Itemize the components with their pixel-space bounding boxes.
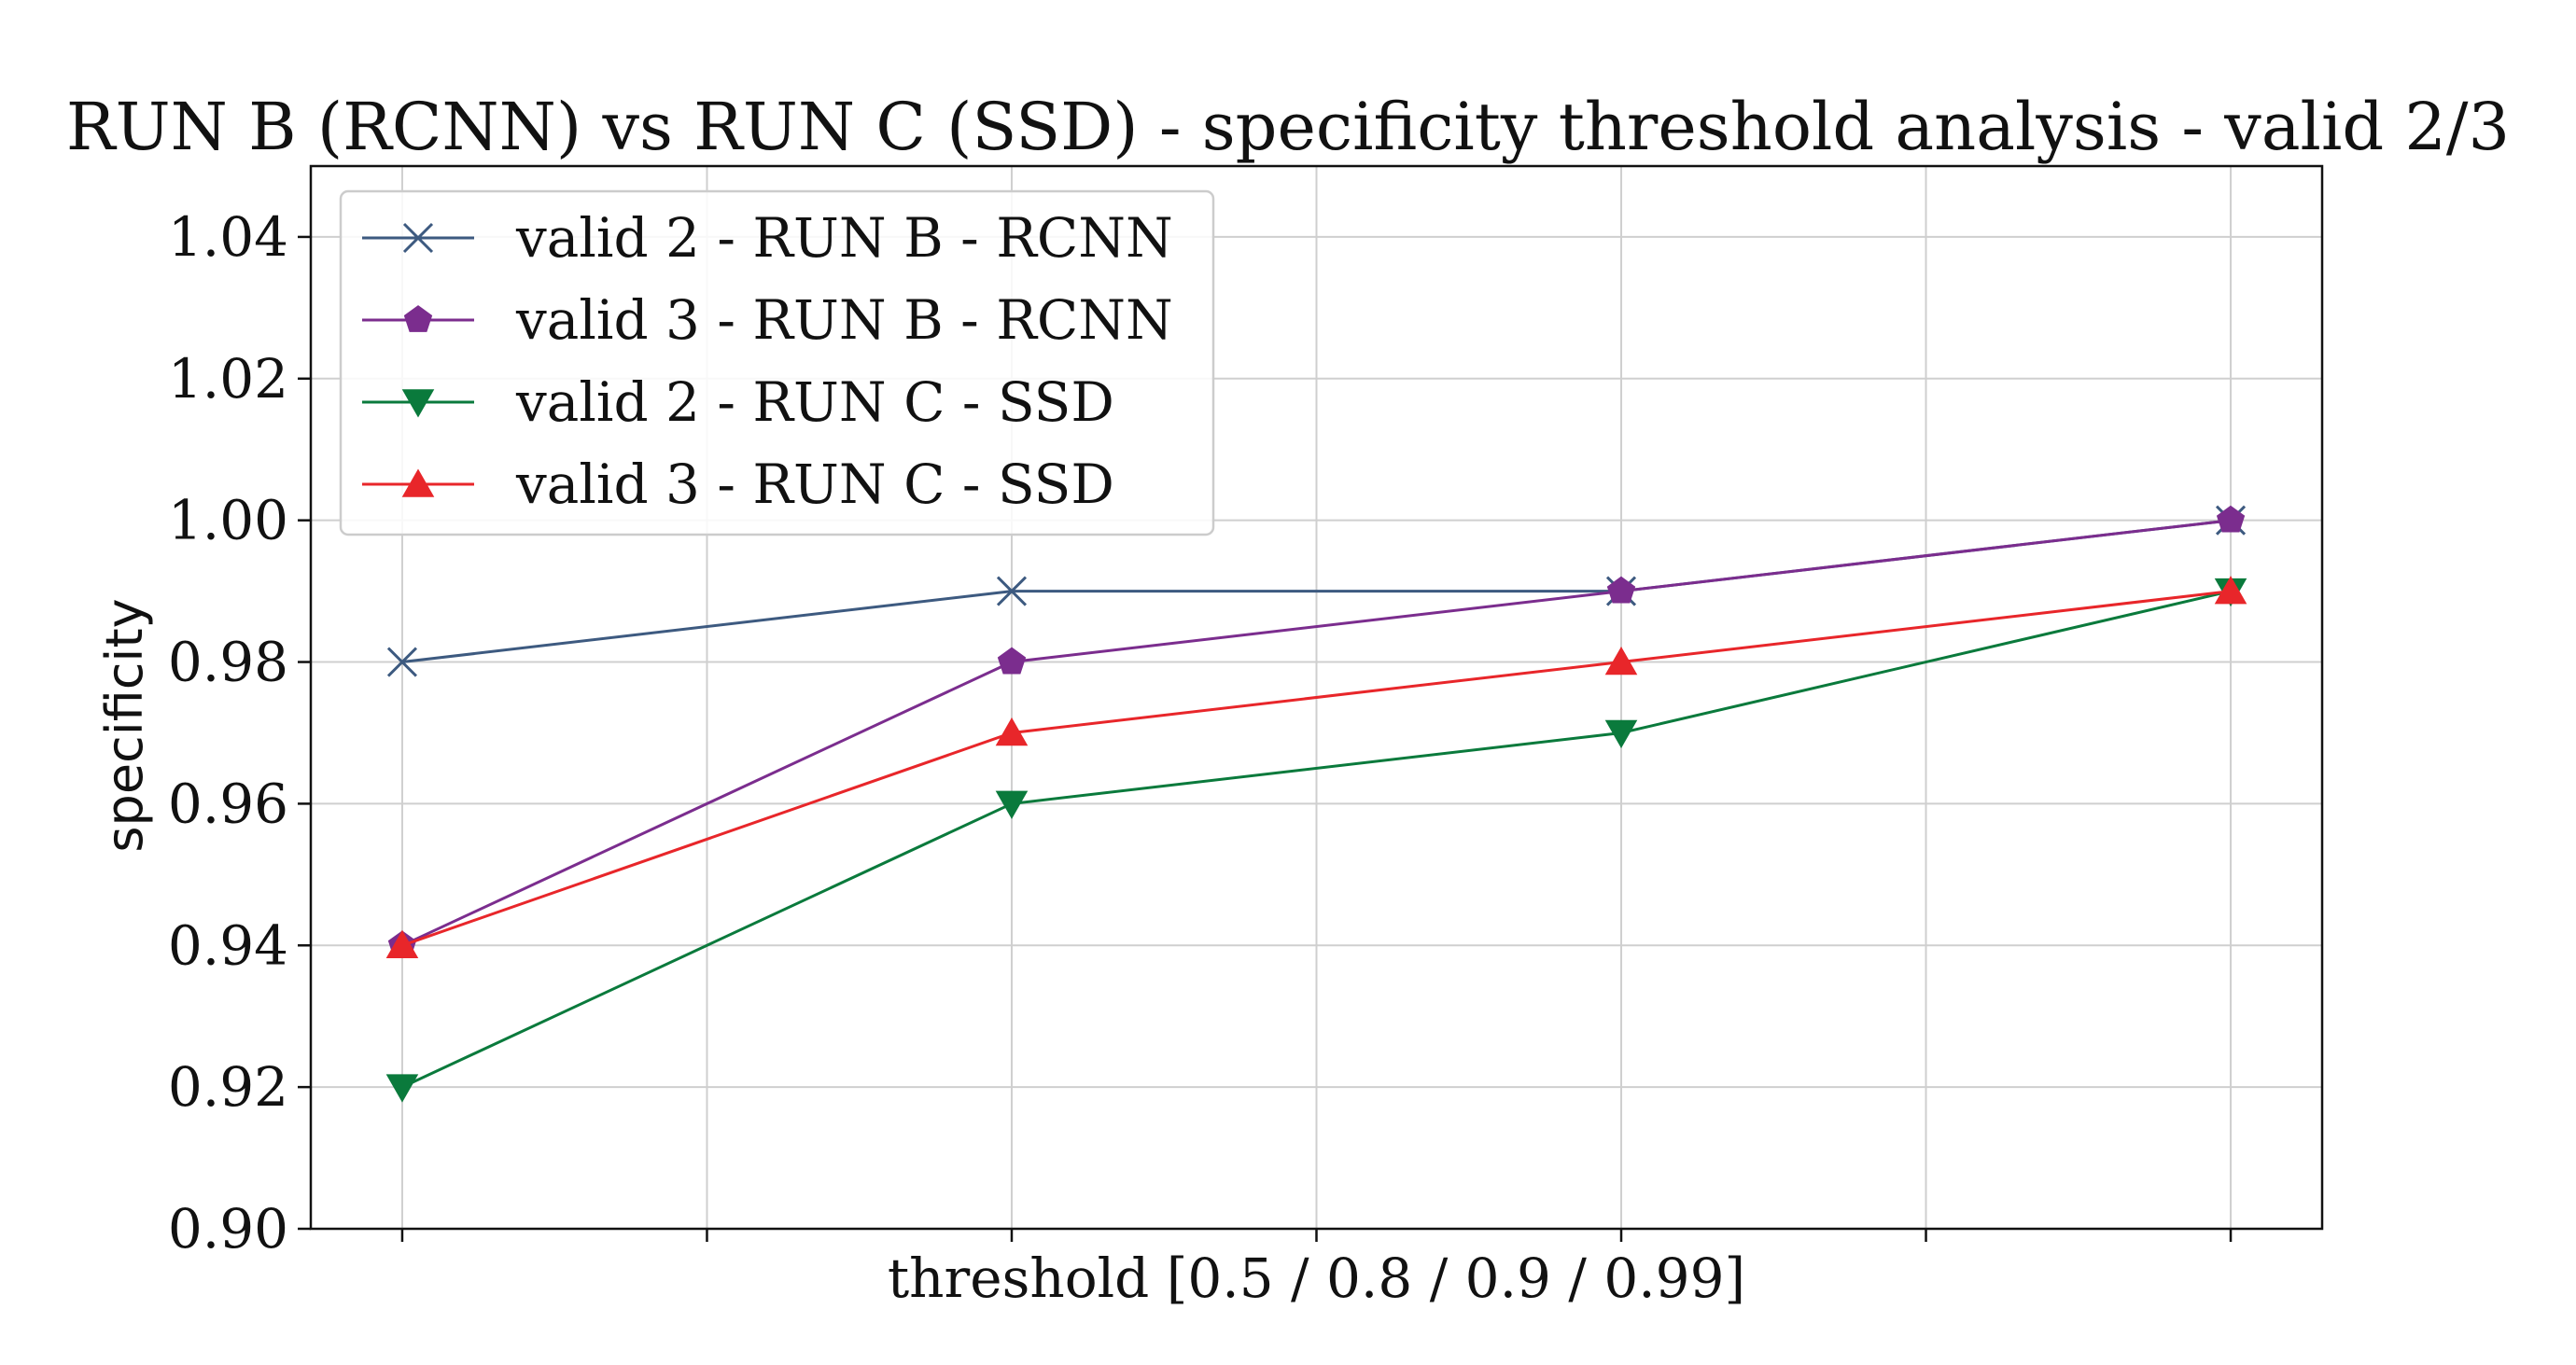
series-line — [401, 590, 2232, 947]
y-tick-label: 0.98 — [168, 631, 288, 694]
y-tick-label: 0.92 — [168, 1055, 288, 1119]
data-point — [385, 1074, 419, 1103]
y-tick-label: 1.04 — [168, 205, 288, 269]
series-line — [401, 590, 2232, 1089]
legend-item: valid 2 - RUN C - SSD — [362, 370, 1114, 434]
axis-ticks: 0.90 0.92 0.94 0.96 0.98 1.00 1.02 1.04 — [168, 205, 2233, 1261]
data-point — [385, 929, 419, 959]
data-point — [1606, 576, 1636, 604]
legend-box — [339, 189, 1215, 536]
data-point — [996, 576, 1028, 606]
data-point — [386, 647, 418, 677]
series-line — [401, 519, 2232, 947]
data-point — [997, 647, 1027, 675]
data-point — [995, 717, 1029, 746]
y-tick-label: 0.96 — [168, 772, 288, 835]
series-2 — [387, 505, 2246, 958]
x-axis-label: threshold [0.5 / 0.8 / 0.9 / 0.99] — [888, 1247, 1745, 1310]
legend-marker — [401, 468, 435, 497]
legend-label: valid 2 - RUN B - RCNN — [515, 206, 1173, 270]
y-tick-label: 1.00 — [168, 489, 288, 552]
y-axis-label: specificity — [95, 598, 154, 852]
y-tick-label: 1.02 — [168, 347, 288, 411]
data-point — [2214, 576, 2247, 605]
legend-marker — [401, 389, 435, 418]
y-tick-label: 0.94 — [168, 913, 288, 977]
data-point — [995, 790, 1029, 819]
legend-item: valid 2 - RUN B - RCNN — [362, 206, 1173, 270]
legend: valid 2 - RUN B - RCNN valid 3 - RUN B - … — [339, 189, 1215, 536]
data-point — [2216, 505, 2246, 533]
data-point — [1604, 647, 1638, 676]
chart-title: RUN B (RCNN) vs RUN C (SSD) - specificit… — [66, 89, 2510, 165]
legend-marker — [403, 305, 433, 332]
legend-marker — [402, 222, 434, 254]
y-tick-label: 0.90 — [168, 1197, 288, 1261]
legend-label: valid 3 - RUN C - SSD — [515, 453, 1114, 516]
legend-item: valid 3 - RUN B - RCNN — [362, 288, 1173, 352]
legend-item: valid 3 - RUN C - SSD — [362, 453, 1114, 516]
legend-label: valid 2 - RUN C - SSD — [515, 370, 1114, 434]
legend-label: valid 3 - RUN B - RCNN — [515, 288, 1173, 352]
data-point — [1604, 719, 1638, 748]
series-layer — [385, 505, 2247, 1103]
series-4 — [385, 576, 2247, 959]
